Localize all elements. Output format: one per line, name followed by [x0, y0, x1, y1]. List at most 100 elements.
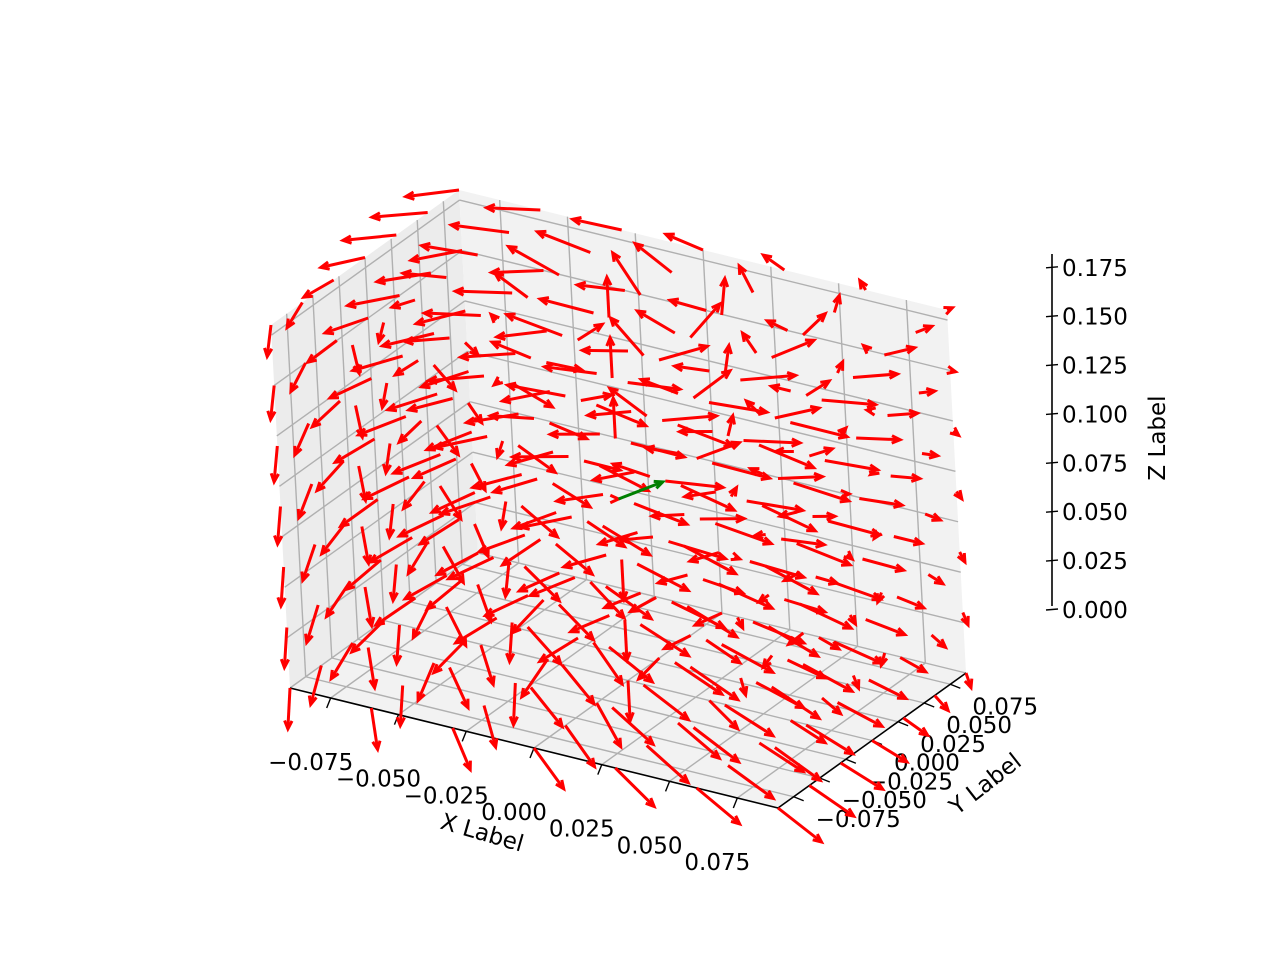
field-arrow [839, 761, 886, 792]
field-arrow-head [580, 498, 594, 509]
field-arrow-shaft [570, 614, 610, 634]
field-arrow-shaft [827, 519, 880, 537]
field-arrow [317, 256, 366, 271]
field-arrow-head [488, 737, 499, 751]
field-arrow-shaft [824, 459, 878, 472]
field-arrow [771, 338, 818, 359]
field-arrow-shaft [680, 484, 735, 512]
field-arrow [491, 376, 504, 388]
field-arrow [832, 291, 842, 313]
field-arrow [719, 274, 730, 316]
field-arrow [463, 341, 481, 358]
field-arrow-shaft [833, 640, 882, 665]
field-arrow-head [640, 546, 653, 557]
x-tick-label: 0.075 [684, 850, 750, 876]
field-arrow [466, 402, 484, 426]
field-arrow [749, 560, 808, 580]
field-arrow [802, 663, 856, 693]
field-arrow-head [593, 322, 606, 333]
field-arrow-head [815, 538, 828, 549]
field-arrow-head [842, 683, 856, 693]
field-arrow-head [477, 481, 487, 494]
field-arrow-shaft [620, 559, 626, 600]
field-arrow-head [602, 391, 616, 402]
field-arrow [319, 521, 348, 557]
field-arrow-shaft [714, 522, 772, 545]
field-arrow-shaft [350, 344, 361, 374]
field-arrow-shaft [398, 685, 405, 726]
field-arrow-shaft [689, 665, 739, 701]
field-arrow [339, 233, 397, 245]
field-arrow-shaft [486, 206, 541, 212]
field-arrow-shaft [421, 244, 478, 257]
field-arrow-shaft [720, 643, 774, 674]
field-arrow [584, 409, 632, 420]
field-arrow [627, 381, 684, 394]
field-arrow-shaft [424, 311, 481, 317]
x-tick-label: 0.050 [617, 833, 683, 859]
field-arrow-head [707, 411, 721, 422]
field-arrow-shaft [436, 551, 479, 576]
field-arrow-head [293, 445, 303, 459]
field-arrow-head [418, 241, 431, 252]
field-arrow-head [730, 815, 743, 827]
field-arrow-shaft [689, 302, 721, 339]
field-arrow-head [446, 380, 458, 393]
field-arrow-shaft [796, 542, 851, 567]
field-arrow-head [584, 630, 596, 643]
field-arrow-head [933, 575, 946, 586]
field-arrow [608, 394, 619, 439]
field-arrow-head [720, 368, 733, 380]
field-arrow [473, 523, 490, 560]
field-arrow [614, 766, 657, 809]
field-arrow [896, 595, 928, 610]
field-arrow-head [681, 490, 694, 501]
y-tick-label: 0.025 [920, 732, 986, 758]
field-arrow-shaft [673, 661, 723, 696]
field-arrow [605, 334, 616, 379]
field-arrow-head [317, 260, 331, 271]
field-arrow-head [488, 311, 500, 324]
field-arrow-shaft [642, 683, 690, 721]
field-arrow [309, 399, 342, 430]
y-tick-label: −0.050 [842, 788, 927, 814]
field-arrow-shaft [431, 491, 476, 514]
field-arrow-shaft [494, 272, 529, 299]
field-arrow-head [399, 268, 412, 280]
field-arrow-shaft [761, 504, 816, 533]
field-arrow [670, 362, 710, 373]
field-arrow [390, 453, 441, 475]
field-arrow-head [384, 402, 398, 413]
field-arrow-shaft [539, 636, 579, 663]
field-arrow [553, 493, 604, 505]
field-arrow-shaft [623, 619, 629, 661]
field-arrow-shaft [677, 423, 733, 448]
field-arrow [857, 277, 869, 291]
field-arrow-shaft [426, 578, 464, 610]
field-arrow-head [643, 673, 656, 685]
highlight-arrow-shaft [617, 480, 664, 501]
field-arrow [773, 746, 824, 783]
field-arrow [821, 398, 880, 410]
field-arrow-shaft [665, 479, 724, 489]
field-arrow-head [395, 716, 406, 730]
field-arrow-head [324, 607, 335, 620]
field-arrow-head [764, 789, 777, 801]
field-arrow [793, 481, 853, 504]
field-arrow [416, 662, 436, 704]
field-arrow [520, 504, 561, 540]
field-arrow-shaft [859, 497, 903, 507]
field-arrow-head [452, 509, 463, 523]
field-arrow [438, 485, 463, 523]
field-arrow-head [405, 403, 418, 413]
field-arrow-head [412, 316, 426, 327]
field-arrow [501, 561, 512, 600]
field-arrow-shaft [526, 626, 562, 666]
field-arrow-head [750, 529, 764, 540]
field-arrow-head [431, 441, 444, 451]
field-arrow [368, 211, 428, 222]
field-arrow-head [624, 711, 635, 725]
field-arrow-head [388, 300, 402, 310]
field-arrow-shaft [595, 702, 623, 748]
